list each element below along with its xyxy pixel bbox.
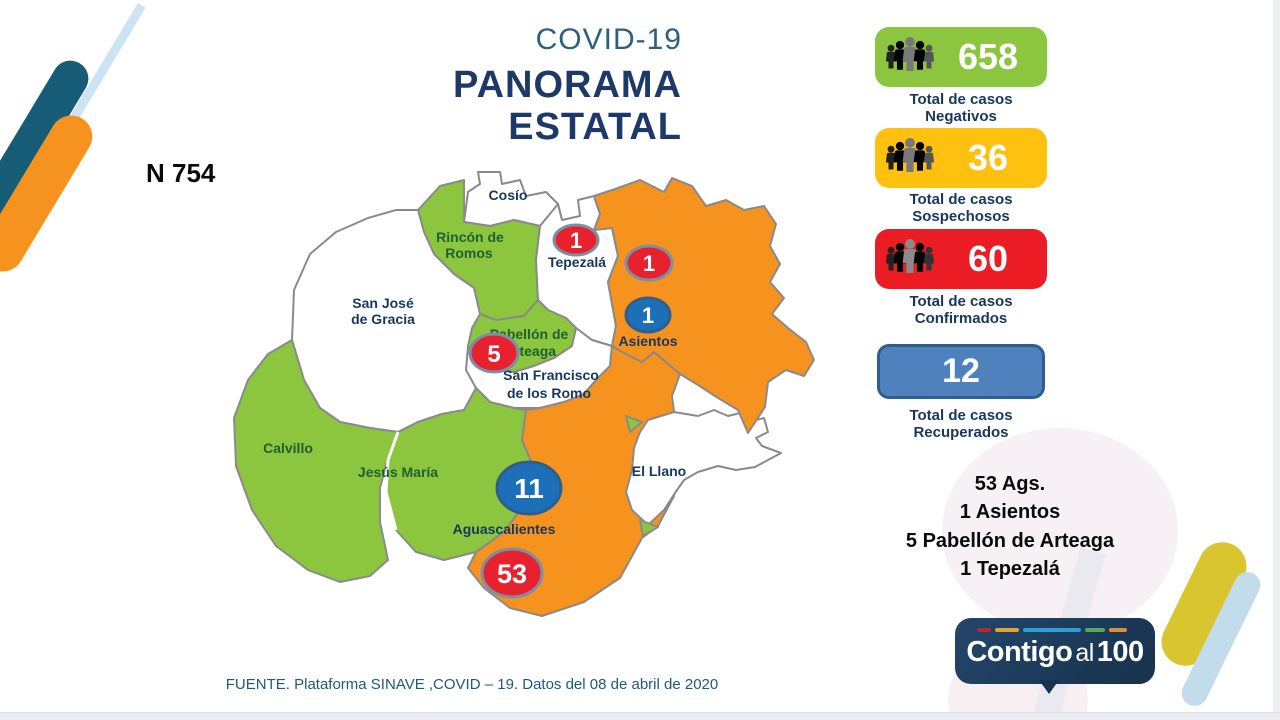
- confirmados-label: Total de casos Confirmados: [909, 293, 1013, 327]
- stat-card-negativos: 658: [875, 27, 1047, 87]
- recuperados-label: Total de casos Recuperados: [909, 407, 1013, 441]
- badge-aguascalientes-recovered: 11: [495, 460, 563, 516]
- sample-count-label: N 754: [146, 158, 216, 188]
- municipal-boundary-highlight: [384, 431, 400, 531]
- confirmados-value: 60: [967, 238, 1009, 279]
- page-title-line1: PANORAMA: [453, 63, 682, 106]
- label-asientos: Asientos: [618, 333, 677, 349]
- contigo-al-100-logo: Contigo al 100: [955, 618, 1155, 694]
- region-asientos: [593, 177, 815, 434]
- people-group-icon: [885, 238, 935, 273]
- label-jesus-maria: Jesús María: [358, 464, 438, 480]
- note-line: 1 Tepezalá: [960, 558, 1060, 581]
- negativos-label: Total de casos Negativos: [909, 91, 1013, 125]
- label-aguascalientes: Aguascalientes: [453, 521, 556, 537]
- stat-card-sospechosos: 36: [875, 128, 1047, 188]
- svg-text:1: 1: [642, 303, 654, 328]
- svg-text:1: 1: [570, 228, 582, 253]
- title-block: COVID-19 PANORAMA ESTATAL: [400, 24, 682, 149]
- decorative-pink-blob: [942, 428, 1178, 634]
- stat-card-confirmados: 60: [875, 229, 1047, 289]
- svg-text:1: 1: [643, 251, 655, 276]
- label-cosio: Cosío: [489, 187, 528, 203]
- logo-speech-tail: [1039, 680, 1059, 694]
- label-rincon-2: Romos: [445, 245, 493, 261]
- case-breakdown-notes: 53 Ags. 1 Asientos 5 Pabellón de Arteaga…: [872, 470, 1148, 584]
- region-el-llano: [625, 409, 782, 526]
- bottom-edge-bar: [0, 712, 1280, 720]
- label-sjgracia-2: de Gracia: [351, 311, 415, 327]
- people-group-icon: [885, 36, 935, 71]
- badge-asientos-confirmed: 1: [624, 244, 674, 282]
- sospechosos-label: Total de casos Sospechosos: [909, 191, 1013, 225]
- label-tepezala: Tepezalá: [548, 254, 606, 270]
- label-calvillo: Calvillo: [263, 440, 313, 456]
- label-sfromo-1: San Francisco: [503, 367, 599, 383]
- logo-wordmark: Contigo al 100: [966, 636, 1144, 668]
- recuperados-value: 12: [942, 352, 980, 390]
- badge-asientos-recovered: 1: [624, 296, 672, 334]
- badge-pabellon-confirmed: 5: [468, 332, 520, 374]
- page-title-line2: ESTATAL: [508, 106, 682, 149]
- badge-aguascalientes-confirmed: 53: [480, 547, 544, 599]
- svg-text:5: 5: [487, 341, 500, 368]
- state-map: Cosío Rincón de Romos Tepezalá San José …: [228, 170, 818, 648]
- sospechosos-value: 36: [967, 137, 1009, 178]
- label-sjgracia-1: San José: [352, 295, 414, 311]
- source-footnote: FUENTE. Plataforma SINAVE ,COVID – 19. D…: [225, 676, 719, 693]
- note-line: 53 Ags.: [974, 473, 1046, 495]
- label-rincon-1: Rincón de: [436, 229, 504, 245]
- region-calvillo: [233, 339, 399, 583]
- right-edge-bar: [1273, 0, 1280, 720]
- region-green-sliver-2: [639, 519, 659, 537]
- negativos-value: 658: [957, 36, 1019, 77]
- stat-card-recuperados: 12: [877, 344, 1045, 399]
- svg-text:11: 11: [514, 473, 544, 504]
- badge-tepezala-confirmed: 1: [552, 223, 600, 257]
- note-line: 5 Pabellón de Arteaga: [905, 529, 1115, 552]
- note-line: 1 Asientos: [959, 501, 1061, 524]
- logo-color-stripes: [977, 628, 1127, 632]
- label-el-llano: El Llano: [632, 463, 686, 479]
- people-group-icon: [885, 137, 935, 172]
- supertitle: COVID-19: [535, 23, 682, 56]
- label-sfromo-2: de los Romo: [507, 385, 591, 401]
- region-green-sliver-1: [625, 415, 643, 433]
- svg-text:53: 53: [497, 559, 527, 589]
